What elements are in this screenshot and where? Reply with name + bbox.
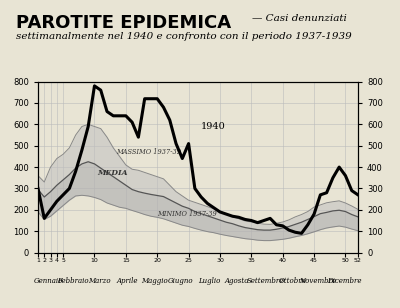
Text: Ottobre: Ottobre [278,277,306,285]
Text: Gennaio: Gennaio [34,277,64,285]
Text: settimanalmente nel 1940 e confronto con il periodo 1937-1939: settimanalmente nel 1940 e confronto con… [16,32,352,41]
Text: MINIMO 1937-39: MINIMO 1937-39 [157,210,217,218]
Text: 1940: 1940 [201,122,226,131]
Text: Settembre: Settembre [247,277,284,285]
Text: MASSIMO 1937-39: MASSIMO 1937-39 [116,148,182,156]
Text: Febbraio: Febbraio [57,277,88,285]
Text: Dicembre: Dicembre [327,277,361,285]
Text: Marzo: Marzo [88,277,110,285]
Text: Aprile: Aprile [117,277,138,285]
Text: Luglio: Luglio [198,277,220,285]
Text: MEDIA: MEDIA [98,169,128,177]
Text: Agosto: Agosto [225,277,250,285]
Text: Giugno: Giugno [168,277,194,285]
Text: Novembre: Novembre [299,277,336,285]
Text: — Casi denunziati: — Casi denunziati [252,14,347,23]
Text: Maggio: Maggio [141,277,168,285]
Text: PAROTITE EPIDEMICA: PAROTITE EPIDEMICA [16,14,231,32]
